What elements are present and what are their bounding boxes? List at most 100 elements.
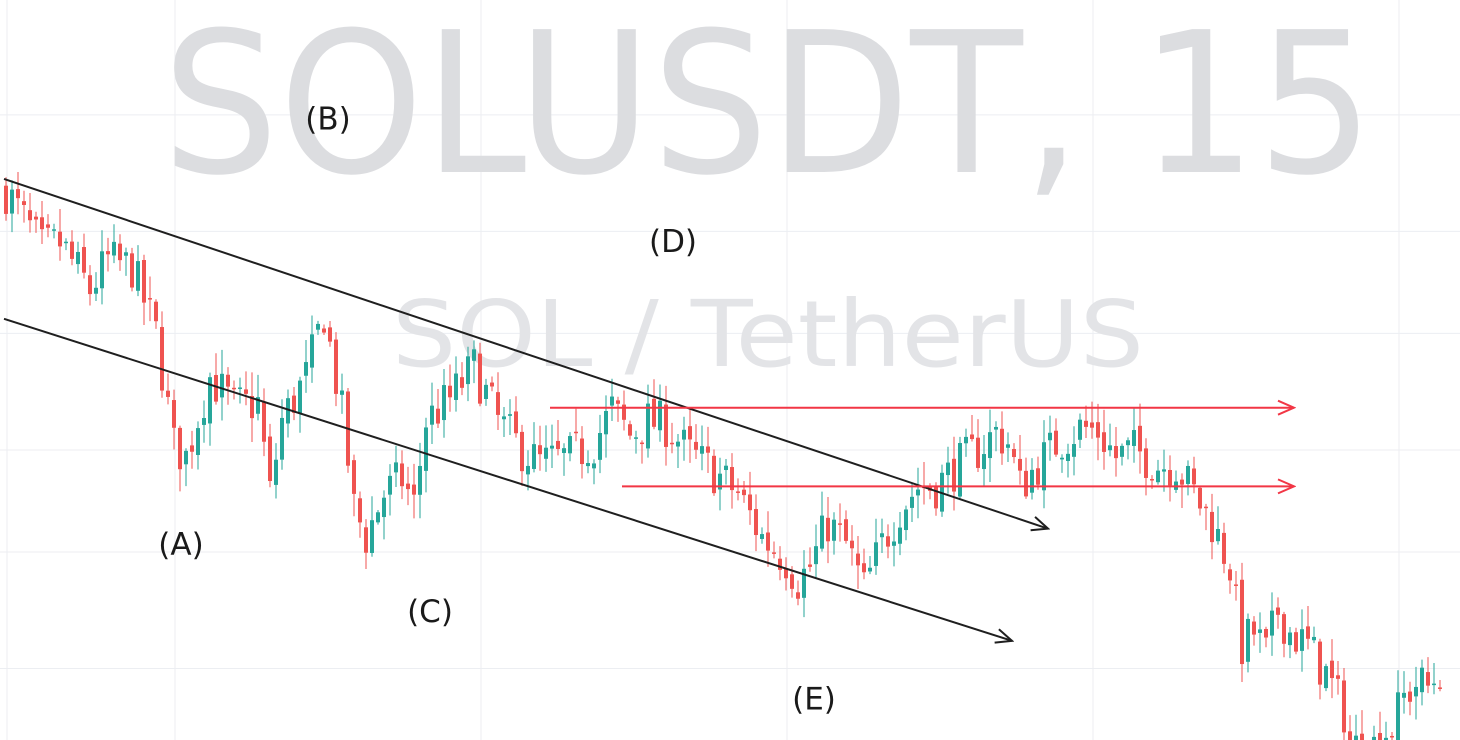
candle-up (1432, 683, 1436, 686)
candle-down (628, 424, 632, 436)
candle-down (478, 353, 482, 404)
watermark-description: SOL / TetherUS (392, 281, 1144, 388)
candle-down (1138, 425, 1142, 452)
candle-up (184, 450, 188, 465)
candle-up (274, 459, 278, 485)
candle-down (616, 400, 620, 404)
candle-down (556, 440, 560, 449)
drawing-tools-layer[interactable] (3, 178, 1294, 641)
candle-down (784, 568, 788, 579)
candle-up (64, 241, 68, 244)
candle-down (244, 389, 248, 394)
candle-down (1198, 487, 1202, 509)
candle-up (1288, 632, 1292, 646)
candle-up (376, 512, 380, 523)
candle-down (622, 404, 626, 420)
candle-down (328, 327, 332, 342)
candle-up (910, 496, 914, 508)
candle-down (1054, 430, 1058, 455)
candle-up (526, 465, 530, 475)
candle-down (88, 275, 92, 295)
candle-down (322, 328, 326, 333)
candle-up (1006, 444, 1010, 448)
candle-up (418, 465, 422, 495)
candle-down (514, 411, 518, 434)
candle-down (1204, 506, 1208, 509)
candle-up (568, 436, 572, 454)
candle-up (508, 414, 512, 416)
candle-down (664, 404, 668, 447)
candle-down (190, 445, 194, 452)
trendline-lower[interactable] (3, 317, 1012, 641)
candle-down (652, 398, 656, 427)
candle-up (676, 441, 680, 447)
candle-down (70, 241, 74, 259)
candle-up (916, 489, 920, 496)
candle-down (688, 426, 692, 440)
candle-down (250, 396, 254, 419)
candle-down (1000, 428, 1004, 454)
candle-up (802, 568, 806, 598)
candle-down (1024, 470, 1028, 497)
trendline-upper[interactable] (3, 178, 1048, 529)
candle-down (1330, 660, 1334, 679)
candle-down (712, 455, 716, 494)
candle-up (208, 377, 212, 424)
candle-up (100, 251, 104, 289)
candle-up (1162, 469, 1166, 472)
candle-up (52, 229, 56, 231)
candle-up (1312, 636, 1316, 641)
candle-up (316, 323, 320, 330)
candle-down (148, 298, 152, 300)
candle-down (952, 458, 956, 492)
candle-up (424, 427, 428, 471)
candle-down (400, 463, 404, 487)
candle-down (1150, 478, 1154, 481)
candle-down (862, 563, 866, 573)
candle-up (1354, 735, 1358, 740)
candle-up (592, 463, 596, 469)
candle-down (1438, 687, 1442, 689)
candle-down (448, 385, 452, 398)
candle-down (1408, 691, 1412, 702)
candle-up (1156, 470, 1160, 483)
candle-down (766, 532, 770, 551)
candle-up (682, 429, 686, 440)
candle-down (364, 527, 368, 553)
candle-down (1360, 733, 1364, 740)
candle-down (436, 408, 440, 424)
candle-down (46, 224, 50, 228)
candle-down (1228, 569, 1232, 581)
candle-up (340, 390, 344, 395)
candle-up (760, 534, 764, 539)
candle-up (466, 356, 470, 385)
candle-down (172, 400, 176, 428)
candle-up (1072, 444, 1076, 457)
candle-down (292, 395, 296, 413)
candle-down (1306, 626, 1310, 639)
candle-down (262, 401, 266, 442)
candle-up (1132, 430, 1136, 446)
candle-up (550, 445, 554, 449)
candle-down (1210, 511, 1214, 543)
candle-down (1012, 448, 1016, 458)
candle-up (994, 426, 998, 430)
candle-up (892, 541, 896, 546)
candle-up (904, 509, 908, 531)
candle-up (598, 432, 602, 460)
candle-down (1114, 446, 1118, 459)
candle-down (856, 553, 860, 566)
candle-up (76, 251, 80, 265)
candle-up (304, 362, 308, 376)
candle-up (238, 387, 242, 389)
candle-up (1270, 610, 1274, 636)
candle-down (1426, 672, 1430, 686)
candle-down (1192, 468, 1196, 485)
candle-up (1258, 629, 1262, 633)
candle-down (640, 442, 644, 445)
candle-down (886, 536, 890, 547)
candle-up (610, 396, 614, 406)
candle-up (562, 448, 566, 454)
candle-down (850, 540, 854, 549)
